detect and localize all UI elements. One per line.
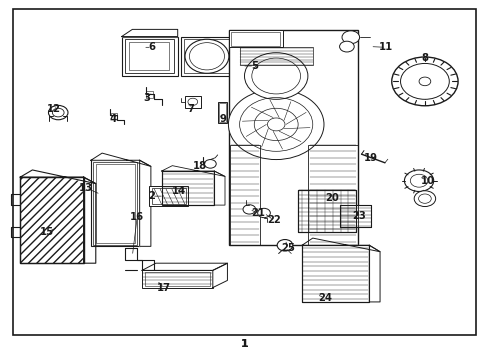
Polygon shape xyxy=(161,166,224,176)
Bar xyxy=(228,30,357,245)
Circle shape xyxy=(339,41,353,52)
Text: 24: 24 xyxy=(317,293,331,303)
Bar xyxy=(228,30,282,47)
Text: 1: 1 xyxy=(240,339,248,349)
Text: 9: 9 xyxy=(219,114,225,124)
Bar xyxy=(231,32,280,45)
Polygon shape xyxy=(368,245,379,302)
Bar xyxy=(183,39,228,73)
Circle shape xyxy=(418,77,430,86)
Text: 4: 4 xyxy=(109,114,116,124)
Bar xyxy=(302,245,368,302)
Bar xyxy=(339,205,370,227)
Bar xyxy=(20,177,83,263)
Text: 15: 15 xyxy=(40,227,54,237)
Circle shape xyxy=(277,239,292,251)
Text: 5: 5 xyxy=(250,61,257,71)
Circle shape xyxy=(413,191,435,207)
Bar xyxy=(161,171,214,205)
Bar xyxy=(298,190,355,232)
Ellipse shape xyxy=(184,39,228,73)
Bar xyxy=(96,164,135,243)
Circle shape xyxy=(187,98,197,105)
Text: 20: 20 xyxy=(325,193,339,203)
Bar xyxy=(144,272,210,286)
Text: 21: 21 xyxy=(251,208,264,218)
Bar xyxy=(111,113,117,119)
Text: 23: 23 xyxy=(351,211,365,221)
Bar xyxy=(129,42,169,70)
Text: 22: 22 xyxy=(266,215,280,225)
Text: 10: 10 xyxy=(420,176,433,186)
Polygon shape xyxy=(140,160,151,246)
Text: 17: 17 xyxy=(157,283,171,293)
Bar xyxy=(91,160,140,246)
Bar xyxy=(152,188,185,204)
Bar xyxy=(122,37,177,76)
Circle shape xyxy=(341,31,359,44)
Text: 6: 6 xyxy=(148,42,155,52)
Circle shape xyxy=(243,205,255,214)
Polygon shape xyxy=(122,30,177,37)
Bar xyxy=(181,37,232,76)
Text: 2: 2 xyxy=(148,191,155,201)
Circle shape xyxy=(400,63,448,99)
Circle shape xyxy=(228,89,324,159)
Polygon shape xyxy=(214,171,224,205)
Circle shape xyxy=(404,170,433,192)
Text: 3: 3 xyxy=(143,93,150,103)
Polygon shape xyxy=(302,238,379,252)
Text: 19: 19 xyxy=(364,153,378,163)
Bar xyxy=(146,91,153,98)
Text: 14: 14 xyxy=(171,186,185,197)
Text: 12: 12 xyxy=(46,104,60,114)
Bar xyxy=(302,245,368,302)
Bar xyxy=(307,145,357,245)
Bar xyxy=(229,145,260,245)
Text: 8: 8 xyxy=(421,53,427,63)
Text: 18: 18 xyxy=(192,161,206,171)
Circle shape xyxy=(52,108,64,117)
Text: 13: 13 xyxy=(79,183,93,193)
Circle shape xyxy=(204,159,216,168)
Circle shape xyxy=(267,118,285,131)
Bar xyxy=(93,162,137,244)
Bar xyxy=(161,171,214,205)
Bar xyxy=(20,177,83,263)
Text: 16: 16 xyxy=(130,212,144,221)
Circle shape xyxy=(244,53,307,99)
Bar xyxy=(298,190,355,232)
Bar xyxy=(149,186,188,206)
Polygon shape xyxy=(91,153,151,166)
Text: 25: 25 xyxy=(281,243,295,253)
Polygon shape xyxy=(142,263,227,270)
Text: 1: 1 xyxy=(241,339,247,349)
Text: 11: 11 xyxy=(378,42,392,52)
Circle shape xyxy=(391,57,457,106)
Bar xyxy=(125,39,173,73)
Bar xyxy=(219,103,225,122)
Bar xyxy=(142,270,212,288)
Bar xyxy=(339,205,370,227)
Bar xyxy=(239,47,312,65)
Text: 7: 7 xyxy=(187,104,194,114)
Polygon shape xyxy=(20,170,96,184)
Circle shape xyxy=(48,105,68,120)
Polygon shape xyxy=(83,177,96,263)
Polygon shape xyxy=(212,263,227,288)
Bar xyxy=(217,102,227,123)
Bar xyxy=(184,96,200,108)
Circle shape xyxy=(257,208,270,218)
